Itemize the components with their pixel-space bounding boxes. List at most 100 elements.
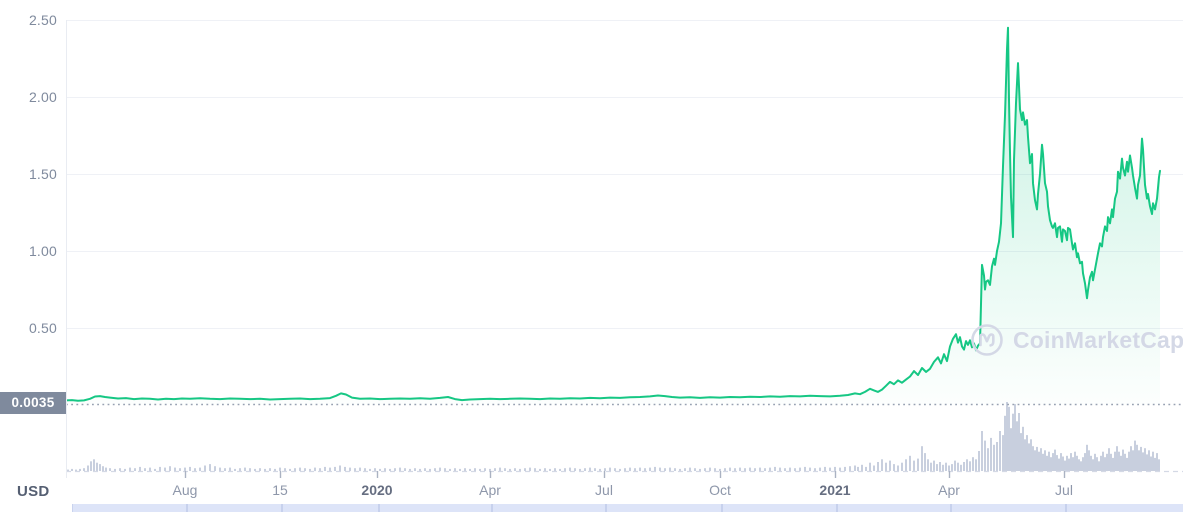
- x-axis-label: Jul: [1055, 482, 1073, 498]
- volume-bar: [394, 468, 396, 471]
- volume-bar: [364, 468, 366, 471]
- volume-bar: [619, 468, 621, 471]
- volume-bar: [614, 468, 616, 471]
- volume-bar: [1104, 457, 1106, 471]
- volume-bar: [1110, 453, 1112, 472]
- volume-bar: [1082, 457, 1084, 471]
- volume-bar: [1116, 446, 1118, 471]
- volume-bar: [804, 466, 806, 471]
- volume-bar: [1138, 450, 1140, 471]
- volume-bar: [284, 468, 286, 471]
- volume-bar: [634, 468, 636, 471]
- volume-bar: [1100, 455, 1102, 471]
- y-axis-label: 2.50: [28, 12, 57, 28]
- volume-bar: [960, 464, 962, 471]
- x-axis-label: Apr: [479, 482, 501, 498]
- volume-bar: [1020, 433, 1022, 472]
- volume-bar: [409, 468, 411, 471]
- volume-bar: [289, 468, 291, 471]
- volume-bar: [1058, 458, 1060, 471]
- volume-bar: [704, 468, 706, 471]
- volume-bar: [1060, 453, 1062, 471]
- volume-bar: [1018, 413, 1020, 471]
- volume-bar: [839, 467, 841, 472]
- volume-bar: [913, 460, 915, 471]
- volume-bar: [489, 468, 491, 471]
- volume-bar: [1050, 457, 1052, 471]
- volume-bar: [1076, 455, 1078, 471]
- volume-bar: [1064, 460, 1066, 471]
- volume-bar: [1022, 426, 1024, 471]
- volume-bar: [649, 467, 651, 472]
- volume-bar: [714, 468, 716, 471]
- volume-bar: [1144, 448, 1146, 471]
- volume-bar: [524, 468, 526, 471]
- volume-bar: [951, 464, 953, 471]
- volume-bar: [434, 468, 436, 471]
- volume-bar: [414, 468, 416, 471]
- volume-bar: [329, 467, 331, 472]
- volume-bar: [1074, 451, 1076, 471]
- volume-bar: [990, 437, 992, 471]
- volume-bar: [254, 468, 256, 471]
- volume-bar: [219, 467, 221, 472]
- volume-bar: [945, 462, 947, 471]
- volume-bar: [834, 466, 836, 471]
- volume-bar: [1124, 453, 1126, 472]
- volume-bar: [154, 468, 156, 471]
- volume-bar: [1032, 446, 1034, 471]
- x-axis-label: Aug: [172, 482, 198, 498]
- volume-bar: [939, 462, 941, 471]
- volume-bar: [930, 462, 932, 471]
- volume-bar: [1090, 455, 1092, 471]
- volume-bar: [1158, 459, 1160, 471]
- volume-bar: [424, 468, 426, 471]
- volume-bar: [83, 468, 85, 471]
- scrollbar-divider: [836, 504, 838, 512]
- volume-bar: [1132, 450, 1134, 471]
- volume-bar: [139, 466, 141, 471]
- volume-bar: [814, 468, 816, 471]
- volume-bar: [819, 467, 821, 472]
- volume-bar: [574, 468, 576, 471]
- volume-bar: [1030, 439, 1032, 471]
- volume-bar: [739, 467, 741, 472]
- volume-bar: [184, 467, 186, 472]
- volume-bar: [90, 461, 92, 471]
- volume-bar: [179, 468, 181, 471]
- volume-bar: [349, 467, 351, 472]
- volume-bar: [861, 464, 863, 471]
- volume-bar: [1084, 453, 1086, 471]
- volume-bar: [1128, 451, 1130, 471]
- volume-bar: [654, 466, 656, 471]
- volume-bar: [599, 468, 601, 471]
- volume-bar: [1046, 455, 1048, 471]
- volume-bar: [484, 468, 486, 471]
- volume-bar: [1040, 448, 1042, 471]
- volume-bar: [105, 467, 107, 472]
- volume-bar: [724, 468, 726, 471]
- volume-bar: [1122, 449, 1124, 471]
- volume-bar: [499, 467, 501, 472]
- volume-bar: [75, 469, 77, 471]
- volume-bar: [534, 468, 536, 471]
- volume-bar: [774, 466, 776, 471]
- volume-bar: [359, 467, 361, 472]
- volume-bar: [869, 462, 871, 471]
- volume-bar: [87, 465, 89, 471]
- volume-bar: [784, 468, 786, 471]
- volume-bar: [324, 466, 326, 471]
- volume-bar: [519, 468, 521, 471]
- volume-bar: [589, 467, 591, 472]
- volume-bar: [1140, 446, 1142, 471]
- volume-bar: [1054, 449, 1056, 471]
- volume-bar: [684, 468, 686, 471]
- volume-bar: [469, 468, 471, 471]
- scrollbar-divider: [491, 504, 493, 512]
- volume-bar: [1062, 456, 1064, 471]
- volume-bar: [229, 467, 231, 472]
- volume-bar: [1010, 428, 1012, 471]
- volume-bar: [1092, 459, 1094, 471]
- timeline-scrollbar[interactable]: [72, 504, 1183, 512]
